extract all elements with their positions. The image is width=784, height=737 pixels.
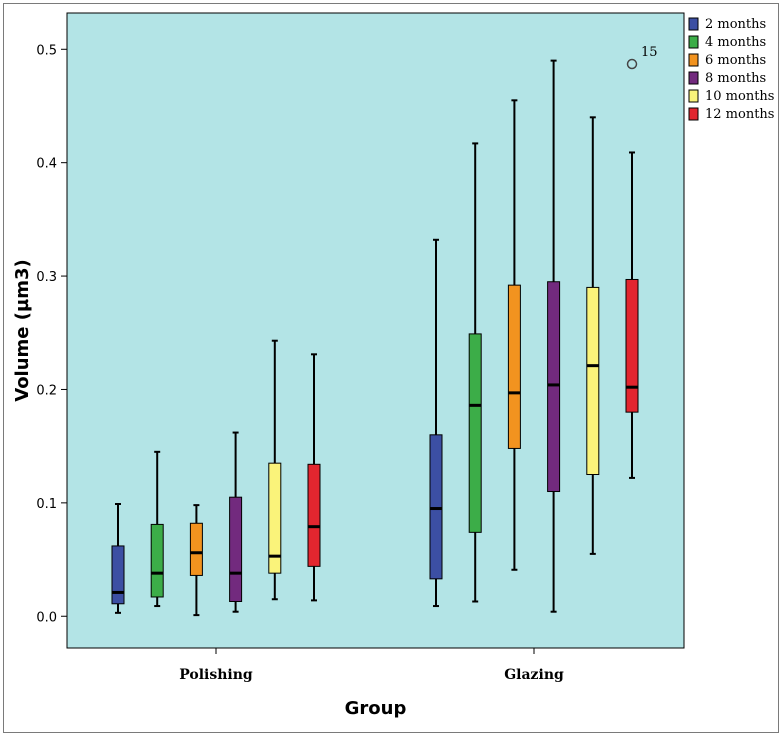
y-tick-label: 0.4 xyxy=(36,157,57,172)
box-iqr xyxy=(586,286,600,476)
x-axis: Polishing Glazing xyxy=(179,648,564,683)
box-iqr xyxy=(229,496,243,603)
legend-swatch xyxy=(688,35,699,49)
box-iqr xyxy=(468,333,482,533)
y-axis-title: Volume (µm3) xyxy=(12,259,33,402)
x-tick-label: Polishing xyxy=(179,667,253,683)
box-8-months-polishing xyxy=(229,431,243,613)
y-axis: 0.0 0.1 0.2 0.3 0.4 0.5 xyxy=(36,43,67,625)
box-4-months-glazing xyxy=(468,142,482,603)
legend: 2 months 4 months 6 months 8 months 10 month… xyxy=(688,17,774,122)
box-iqr xyxy=(268,462,282,574)
legend-label: 6 months xyxy=(705,53,766,68)
box-2-months-glazing xyxy=(429,238,443,608)
box-8-months-glazing xyxy=(547,59,561,613)
box-12-months-polishing xyxy=(307,353,321,602)
y-tick-label: 0.3 xyxy=(36,270,57,285)
box-iqr xyxy=(625,278,639,413)
outlier-point xyxy=(626,58,638,70)
box-iqr xyxy=(111,545,125,605)
box-4-months-polishing xyxy=(150,450,164,608)
x-tick-label: Glazing xyxy=(504,667,564,683)
box-iqr xyxy=(429,434,443,580)
legend-swatch xyxy=(688,107,699,121)
y-tick-label: 0.0 xyxy=(36,610,57,625)
box-12-months-glazing xyxy=(625,151,639,479)
boxes-layer: 15 xyxy=(111,45,658,617)
legend-label: 12 months xyxy=(705,107,774,122)
legend-swatch xyxy=(688,53,699,67)
y-tick-label: 0.1 xyxy=(36,497,57,512)
box-iqr xyxy=(547,281,561,493)
legend-label: 2 months xyxy=(705,17,766,32)
legend-swatch xyxy=(688,71,699,85)
box-2-months-polishing xyxy=(111,502,125,614)
box-iqr xyxy=(189,522,203,576)
box-iqr xyxy=(507,284,521,449)
legend-label: 8 months xyxy=(705,71,766,86)
box-10-months-glazing xyxy=(586,116,600,555)
box-iqr xyxy=(307,463,321,567)
box-iqr xyxy=(150,523,164,598)
legend-swatch xyxy=(688,17,699,31)
box-10-months-polishing xyxy=(268,339,282,601)
y-tick-label: 0.2 xyxy=(36,383,57,398)
outlier-label: 15 xyxy=(641,45,658,60)
legend-label: 10 months xyxy=(705,89,774,104)
box-6-months-polishing xyxy=(189,504,203,617)
legend-label: 4 months xyxy=(705,35,766,50)
box-6-months-glazing xyxy=(507,99,521,571)
x-axis-title: Group xyxy=(345,698,407,719)
plot-area xyxy=(66,12,685,649)
y-tick-label: 0.5 xyxy=(36,43,57,58)
legend-swatch xyxy=(688,89,699,103)
